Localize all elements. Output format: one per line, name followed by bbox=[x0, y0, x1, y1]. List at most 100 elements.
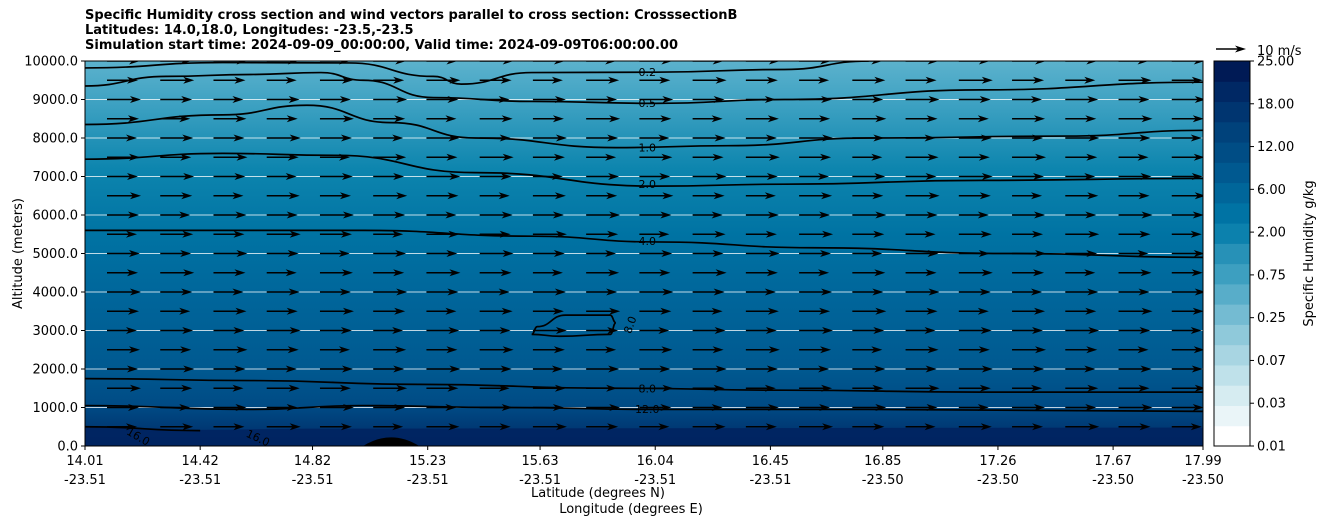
wind-vector-head bbox=[551, 76, 563, 84]
wind-vector bbox=[799, 307, 831, 315]
wind-vector-head bbox=[340, 230, 352, 238]
wind-vector bbox=[1012, 384, 1043, 392]
wind-vector bbox=[639, 327, 670, 334]
wind-vector bbox=[107, 327, 137, 334]
wind-vector bbox=[373, 192, 408, 200]
wind-vector bbox=[958, 384, 991, 392]
wind-vector-head bbox=[183, 76, 195, 84]
wind-vector-head bbox=[182, 134, 194, 142]
wind-vector bbox=[958, 153, 990, 161]
wind-vector-head bbox=[658, 230, 670, 238]
wind-vector bbox=[266, 250, 299, 257]
wind-vector bbox=[479, 365, 512, 373]
x-tick-label-lon: -23.50 bbox=[862, 473, 904, 488]
wind-vector bbox=[745, 327, 777, 334]
colorbar-tick-label: 0.07 bbox=[1257, 354, 1286, 369]
wind-vectors bbox=[107, 61, 1203, 431]
x-tick-label-lat: 17.26 bbox=[979, 454, 1016, 469]
wind-vector bbox=[958, 269, 993, 277]
wind-vector bbox=[586, 211, 621, 219]
wind-vector bbox=[1065, 269, 1096, 277]
wind-vector-head bbox=[1085, 115, 1097, 123]
wind-vector-head bbox=[872, 288, 884, 296]
wind-vector-head bbox=[392, 327, 404, 334]
wind-vector-head bbox=[182, 423, 194, 431]
wind-vector bbox=[532, 250, 565, 257]
wind-vector bbox=[905, 230, 936, 238]
wind-vector bbox=[479, 288, 510, 296]
wind-vector bbox=[319, 96, 351, 103]
contour-line bbox=[85, 104, 1203, 149]
wind-vector-head bbox=[286, 307, 298, 315]
wind-vector-head bbox=[446, 250, 458, 257]
wind-vector-head bbox=[927, 61, 939, 65]
wind-vector-head bbox=[447, 288, 459, 296]
wind-vector-head bbox=[768, 61, 780, 65]
wind-vector-head bbox=[181, 192, 193, 200]
wind-vector-head bbox=[341, 173, 353, 180]
wind-vector bbox=[1118, 327, 1151, 334]
wind-vector bbox=[426, 384, 459, 392]
wind-vector bbox=[373, 384, 408, 392]
wind-vector bbox=[319, 423, 352, 431]
wind-vector-head bbox=[714, 327, 726, 334]
colorbar-band bbox=[1214, 101, 1250, 123]
wind-vector bbox=[107, 307, 139, 315]
wind-vector-head bbox=[981, 365, 993, 373]
wind-vector-head bbox=[767, 211, 779, 219]
wind-vector-head bbox=[977, 307, 989, 315]
wind-vector-head bbox=[1085, 307, 1097, 315]
wind-vector-head bbox=[980, 423, 992, 431]
wind-vector-head bbox=[661, 61, 673, 65]
wind-vector-head bbox=[822, 327, 834, 334]
wind-vector bbox=[373, 307, 406, 315]
wind-vector bbox=[532, 76, 563, 84]
wind-vector-head bbox=[236, 153, 248, 161]
wind-vector-head bbox=[127, 365, 138, 373]
wind-vector-head bbox=[340, 327, 352, 334]
wind-vector-head bbox=[129, 61, 140, 65]
wind-vector-head bbox=[232, 384, 244, 392]
wind-vector bbox=[905, 192, 940, 200]
wind-vector-head bbox=[928, 384, 940, 392]
wind-vector bbox=[639, 250, 673, 257]
wind-vector-head bbox=[978, 61, 990, 65]
wind-vector bbox=[692, 365, 727, 373]
wind-vector bbox=[692, 76, 727, 84]
wind-vector-head bbox=[232, 288, 244, 296]
wind-vector bbox=[160, 153, 192, 161]
wind-vector-head bbox=[130, 384, 141, 392]
colorbar-tick-label: 2.00 bbox=[1257, 226, 1286, 241]
wind-vector-head bbox=[235, 115, 247, 123]
wind-vector bbox=[1171, 423, 1202, 431]
wind-vector-head bbox=[500, 269, 512, 277]
wind-vector-head bbox=[181, 288, 193, 296]
wind-vector bbox=[160, 384, 193, 392]
wind-vector bbox=[107, 365, 138, 373]
wind-vector bbox=[266, 230, 301, 238]
wind-vector bbox=[319, 346, 350, 354]
wind-vector-head bbox=[766, 365, 778, 373]
wind-vector-head bbox=[658, 423, 670, 431]
wind-vector-head bbox=[978, 346, 990, 354]
wind-vector-head bbox=[981, 173, 993, 180]
wind-vector bbox=[692, 346, 724, 354]
wind-vector-head bbox=[287, 346, 299, 354]
wind-vector bbox=[745, 173, 778, 180]
wind-vector-head bbox=[339, 288, 351, 296]
wind-vector bbox=[479, 423, 511, 431]
wind-vector bbox=[1065, 76, 1096, 84]
wind-vector-head bbox=[393, 269, 405, 277]
wind-vector-head bbox=[127, 269, 138, 277]
wind-vector bbox=[692, 327, 726, 334]
wind-vector bbox=[586, 61, 617, 65]
wind-vector-head bbox=[715, 365, 727, 373]
wind-vector bbox=[426, 153, 458, 161]
wind-vector bbox=[319, 230, 352, 238]
wind-vector bbox=[213, 115, 247, 123]
wind-vector-head bbox=[875, 307, 887, 315]
wind-vector bbox=[107, 115, 139, 123]
wind-vector bbox=[745, 250, 780, 257]
wind-vector-head bbox=[714, 134, 726, 142]
